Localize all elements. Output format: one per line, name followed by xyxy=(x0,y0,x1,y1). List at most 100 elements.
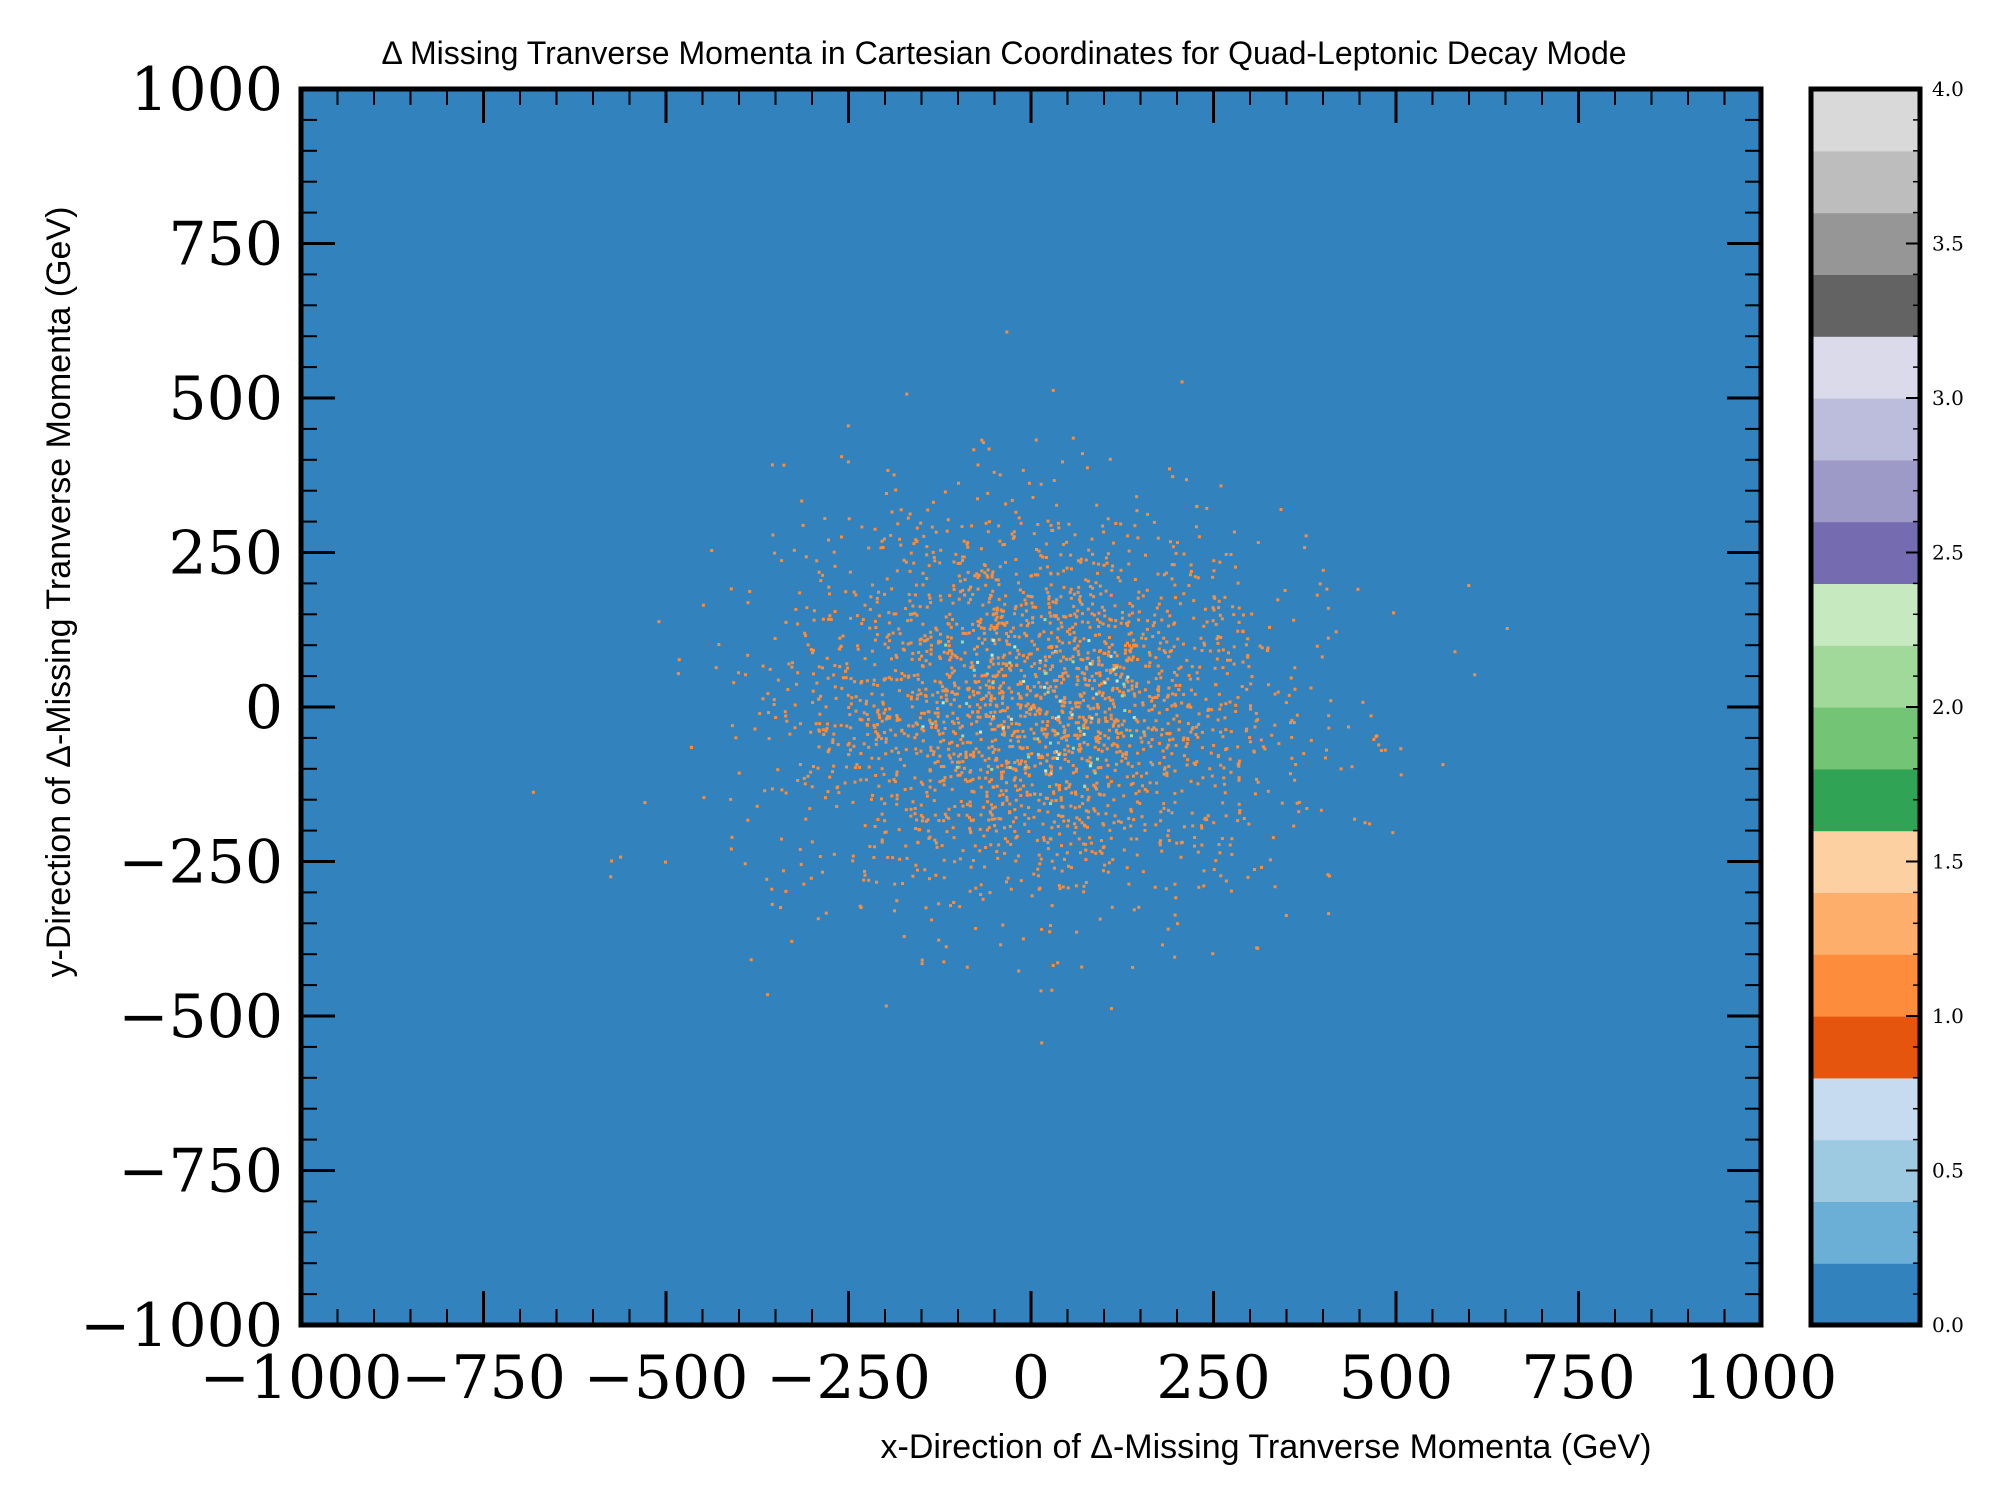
heatmap-cell xyxy=(851,854,855,858)
heatmap-cell xyxy=(1441,763,1445,767)
heatmap-cell xyxy=(1057,753,1061,757)
heatmap-cell xyxy=(1019,682,1023,686)
heatmap-cell xyxy=(1082,726,1086,730)
heatmap-cell xyxy=(969,831,973,835)
heatmap-cell xyxy=(1057,639,1061,643)
heatmap-cell xyxy=(938,655,942,659)
heatmap-cell xyxy=(1181,738,1185,742)
heatmap-cell xyxy=(1214,683,1218,687)
heatmap-cell xyxy=(1016,739,1020,743)
heatmap-cell xyxy=(840,455,844,459)
heatmap-cell xyxy=(1208,649,1212,653)
heatmap-cell xyxy=(995,623,999,627)
heatmap-cell xyxy=(860,622,864,626)
heatmap-cell xyxy=(786,688,790,691)
heatmap-cell xyxy=(1023,631,1027,635)
heatmap-cell xyxy=(1074,884,1078,888)
heatmap-cell xyxy=(1377,743,1381,747)
heatmap-cell xyxy=(1139,736,1143,740)
heatmap-cell xyxy=(1237,802,1241,806)
heatmap-cell xyxy=(956,562,960,565)
heatmap-cell xyxy=(923,711,926,715)
heatmap-cell xyxy=(1093,809,1097,813)
heatmap-cell xyxy=(1048,605,1052,609)
heatmap-cell xyxy=(990,803,993,807)
heatmap-cell xyxy=(886,715,890,718)
heatmap-cell xyxy=(1156,536,1160,540)
heatmap-cell xyxy=(1191,824,1195,828)
heatmap-cell xyxy=(1261,745,1265,749)
heatmap-cell xyxy=(1101,691,1105,695)
heatmap-cell xyxy=(1130,687,1134,691)
heatmap-cell xyxy=(937,938,941,942)
heatmap-cell xyxy=(977,750,981,754)
heatmap-cell xyxy=(880,797,883,801)
heatmap-cell xyxy=(1049,614,1053,618)
heatmap-cell xyxy=(1216,635,1220,638)
heatmap-cell xyxy=(943,490,947,494)
heatmap-cell xyxy=(1125,866,1129,870)
heatmap-cell xyxy=(1246,655,1250,659)
heatmap-cell xyxy=(997,817,1001,821)
heatmap-cell xyxy=(1127,817,1131,820)
heatmap-cell xyxy=(1008,810,1012,814)
heatmap-cell xyxy=(917,688,921,692)
heatmap-cell xyxy=(860,718,864,722)
heatmap-cell xyxy=(1383,748,1387,752)
heatmap-cell xyxy=(798,847,802,851)
heatmap-cell xyxy=(780,788,784,792)
heatmap-cell xyxy=(827,747,831,751)
heatmap-cell xyxy=(1217,692,1221,696)
heatmap-cell xyxy=(959,738,963,741)
heatmap-cell xyxy=(1004,560,1007,564)
heatmap-cell xyxy=(1110,568,1114,572)
heatmap-cell xyxy=(979,768,983,772)
heatmap-cell xyxy=(928,596,932,600)
heatmap-cell xyxy=(1267,683,1270,687)
heatmap-cell xyxy=(925,553,929,557)
heatmap-cell xyxy=(1241,629,1245,633)
heatmap-cell xyxy=(1197,722,1201,726)
heatmap-cell xyxy=(971,622,975,626)
heatmap-cell xyxy=(1025,624,1029,628)
heatmap-cell xyxy=(1118,689,1122,693)
heatmap-cell xyxy=(993,824,997,828)
heatmap-cell xyxy=(1158,843,1162,847)
heatmap-cell xyxy=(1128,648,1132,652)
heatmap-cell xyxy=(1090,662,1094,665)
heatmap-cell xyxy=(1015,834,1019,838)
heatmap-cell xyxy=(772,698,776,702)
heatmap-cell xyxy=(996,578,1000,582)
heatmap-cell xyxy=(838,647,842,651)
heatmap-cell xyxy=(1019,521,1023,525)
heatmap-cell xyxy=(920,958,924,962)
heatmap-cell xyxy=(1167,686,1171,690)
heatmap-cell xyxy=(1087,579,1090,583)
heatmap-cell xyxy=(1162,772,1166,776)
heatmap-cell xyxy=(1244,643,1248,647)
heatmap-cell xyxy=(921,622,925,626)
heatmap-cell xyxy=(1266,646,1270,650)
heatmap-cell xyxy=(945,714,949,718)
heatmap-cell xyxy=(1327,714,1331,718)
heatmap-cell xyxy=(1129,824,1133,828)
heatmap-cell xyxy=(966,713,970,717)
heatmap-cell xyxy=(1012,731,1016,735)
heatmap-cell xyxy=(1091,602,1094,606)
heatmap-cell xyxy=(1051,756,1055,760)
heatmap-cell xyxy=(1086,726,1090,730)
heatmap-cell xyxy=(984,521,988,525)
heatmap-cell xyxy=(1190,688,1193,692)
heatmap-cell xyxy=(911,800,915,804)
heatmap-cell xyxy=(1011,767,1015,771)
heatmap-cell xyxy=(923,634,927,638)
heatmap-cell xyxy=(1073,533,1077,537)
heatmap-cell xyxy=(890,794,894,798)
heatmap-cell xyxy=(876,735,880,739)
heatmap-cell xyxy=(978,621,982,625)
heatmap-cell xyxy=(998,473,1002,477)
heatmap-cell xyxy=(953,654,957,658)
heatmap-cell xyxy=(952,587,956,591)
heatmap-cell xyxy=(1092,648,1096,652)
